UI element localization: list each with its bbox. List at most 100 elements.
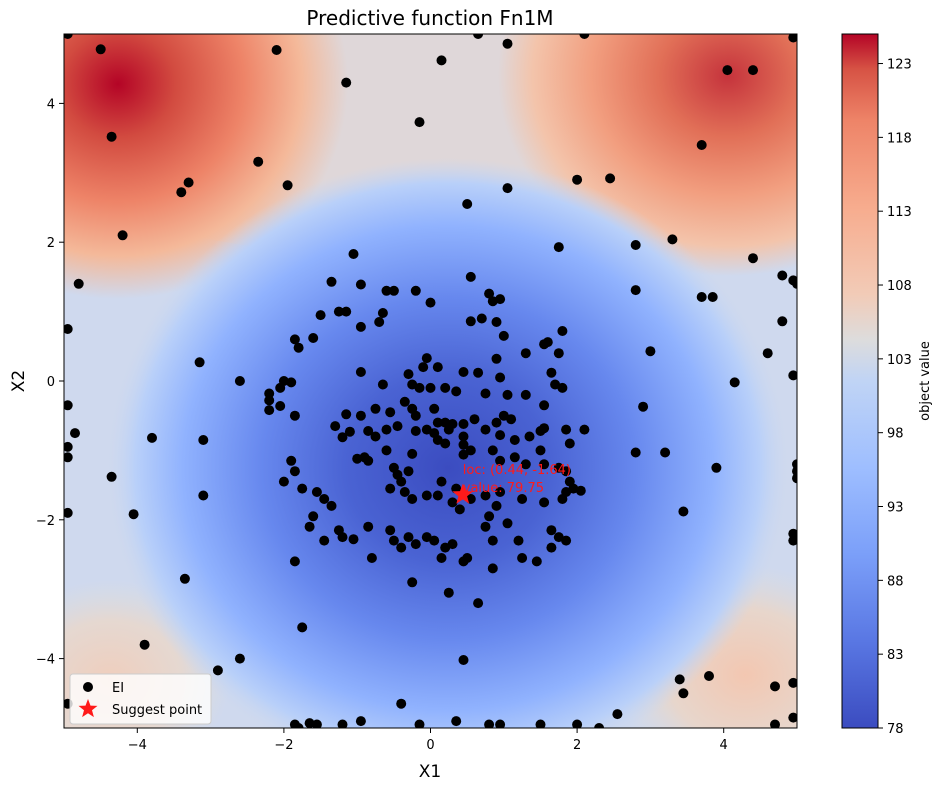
ei-point bbox=[198, 435, 209, 445]
ei-point bbox=[326, 500, 337, 511]
ei-point bbox=[557, 326, 568, 336]
ei-point bbox=[106, 131, 117, 142]
ei-point bbox=[64, 452, 73, 463]
ei-point bbox=[381, 424, 392, 435]
ei-point bbox=[341, 306, 352, 317]
ei-point bbox=[564, 438, 575, 449]
ei-point bbox=[480, 424, 491, 435]
ei-point bbox=[480, 388, 491, 399]
ei-point bbox=[355, 321, 366, 332]
ei-point bbox=[286, 377, 297, 388]
colorbar-ticks: 78 83 88 93 98 103 108 113 118 123 bbox=[878, 58, 912, 737]
ei-point bbox=[788, 535, 797, 546]
y-axis-title: X2 bbox=[9, 370, 29, 392]
ei-point bbox=[674, 674, 685, 685]
ei-point bbox=[212, 665, 223, 676]
legend-star-marker bbox=[78, 699, 98, 718]
ei-point bbox=[73, 278, 84, 289]
ei-point bbox=[64, 441, 73, 452]
ei-point bbox=[297, 622, 308, 633]
ei-point bbox=[432, 435, 443, 445]
ei-point bbox=[520, 389, 531, 400]
colorbar-tick-label: 93 bbox=[887, 501, 904, 516]
ei-point bbox=[385, 525, 396, 536]
ei-point bbox=[630, 447, 641, 458]
ei-point bbox=[337, 532, 348, 543]
ei-point bbox=[517, 494, 528, 504]
ei-point bbox=[509, 435, 520, 445]
legend: EI Suggest point bbox=[69, 673, 212, 725]
ei-point bbox=[491, 317, 502, 327]
ei-point bbox=[282, 180, 293, 191]
ei-point bbox=[432, 362, 443, 373]
x-axis-title: X1 bbox=[419, 762, 441, 782]
ei-point bbox=[473, 598, 484, 609]
ei-point bbox=[546, 542, 557, 553]
ei-point bbox=[447, 497, 458, 508]
ei-point bbox=[64, 507, 73, 518]
ei-point bbox=[729, 377, 740, 388]
ei-point bbox=[421, 490, 432, 501]
x-tick-label: −2 bbox=[274, 738, 293, 753]
ei-point bbox=[553, 242, 564, 253]
ei-point bbox=[319, 494, 330, 504]
ei-point bbox=[572, 719, 583, 728]
ei-point bbox=[355, 279, 366, 290]
ei-point bbox=[377, 379, 388, 390]
ei-point bbox=[396, 542, 407, 553]
ei-point bbox=[605, 173, 616, 184]
ei-point bbox=[788, 677, 797, 688]
ei-point bbox=[297, 483, 308, 494]
ei-point bbox=[777, 270, 788, 281]
ei-point bbox=[344, 426, 355, 437]
ei-point bbox=[792, 278, 797, 289]
ei-point bbox=[509, 452, 520, 463]
ei-point bbox=[495, 455, 506, 466]
ei-point bbox=[788, 712, 797, 723]
x-tick-label: 4 bbox=[720, 738, 728, 753]
ei-point bbox=[271, 45, 282, 55]
ei-point bbox=[198, 490, 209, 501]
ei-point bbox=[561, 424, 572, 435]
ei-point bbox=[410, 539, 421, 550]
ei-point bbox=[513, 535, 524, 546]
ei-point bbox=[253, 156, 264, 167]
colorbar-gradient bbox=[841, 33, 879, 729]
ei-point bbox=[506, 414, 517, 425]
ei-point bbox=[476, 313, 487, 324]
ei-point bbox=[495, 294, 506, 305]
ei-point bbox=[275, 382, 286, 393]
ei-point bbox=[487, 535, 498, 546]
ei-point bbox=[330, 421, 341, 432]
ei-point bbox=[264, 388, 275, 399]
ei-point bbox=[425, 382, 436, 393]
ei-point bbox=[704, 671, 714, 681]
ei-point bbox=[696, 140, 707, 150]
ei-point bbox=[179, 573, 190, 584]
ei-point bbox=[711, 462, 722, 473]
ei-point bbox=[480, 521, 491, 532]
ei-point bbox=[64, 324, 73, 334]
ei-point bbox=[531, 556, 542, 567]
ei-point bbox=[495, 430, 506, 441]
ei-point bbox=[458, 655, 469, 665]
ei-point bbox=[293, 342, 304, 353]
ei-point bbox=[432, 490, 443, 501]
ei-point bbox=[458, 367, 469, 377]
ei-point bbox=[385, 483, 396, 494]
ei-point bbox=[517, 553, 528, 563]
colorbar-tick-label: 83 bbox=[887, 648, 904, 663]
ei-point bbox=[139, 639, 150, 650]
ei-point bbox=[432, 417, 443, 428]
ei-point bbox=[495, 487, 506, 497]
ei-point bbox=[594, 723, 605, 728]
ei-point bbox=[403, 532, 414, 543]
ei-point bbox=[377, 308, 388, 318]
ei-point bbox=[451, 716, 462, 727]
ei-point bbox=[370, 431, 381, 442]
suggest-point-layer bbox=[452, 483, 474, 504]
ei-point bbox=[638, 401, 649, 412]
ei-point bbox=[264, 395, 275, 406]
